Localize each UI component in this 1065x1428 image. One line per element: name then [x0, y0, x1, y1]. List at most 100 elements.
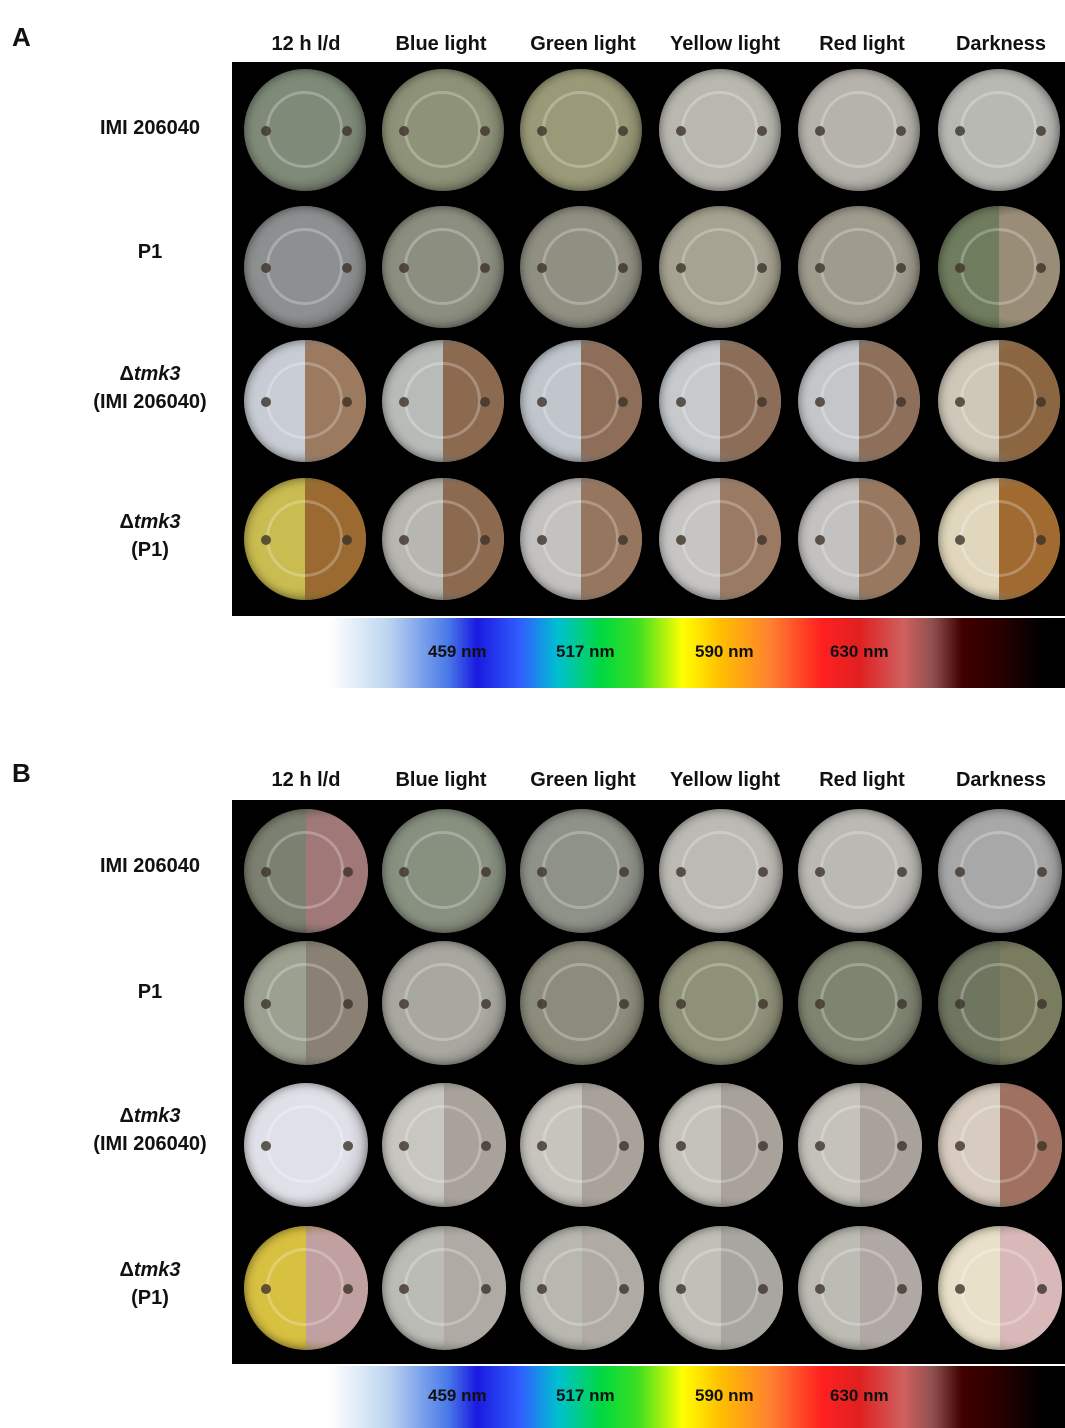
- wavelength-label: 630 nm: [830, 1386, 889, 1405]
- growth-ring: [819, 227, 897, 305]
- row-label: IMI 206040: [70, 114, 230, 142]
- inoculation-plug: [756, 535, 767, 546]
- petri-plate: [659, 478, 781, 600]
- inoculation-plug: [399, 397, 410, 408]
- inoculation-plug: [399, 867, 410, 878]
- inoculation-plug: [758, 867, 769, 878]
- growth-ring: [403, 499, 481, 577]
- growth-ring: [542, 831, 621, 910]
- inoculation-plug: [261, 535, 272, 546]
- inoculation-plug: [399, 1284, 410, 1295]
- inoculation-plug: [815, 1141, 826, 1152]
- inoculation-plug: [676, 1284, 687, 1295]
- petri-plate: [244, 809, 368, 933]
- inoculation-plug: [341, 535, 352, 546]
- row-label: Δtmk3 (IMI 206040): [70, 1102, 230, 1158]
- row-label: IMI 206040: [70, 852, 230, 880]
- inoculation-plug: [261, 126, 272, 137]
- growth-ring: [542, 1105, 621, 1184]
- petri-plate: [938, 340, 1060, 462]
- inoculation-plug: [897, 999, 908, 1010]
- light-spectrum-bar: 459 nm 517 nm 590 nm 630 nm: [330, 618, 1065, 688]
- petri-plate: [798, 1083, 922, 1207]
- inoculation-plug: [479, 535, 490, 546]
- growth-ring: [680, 90, 758, 168]
- inoculation-plug: [1037, 867, 1048, 878]
- inoculation-plug: [619, 1141, 630, 1152]
- inoculation-plug: [261, 867, 272, 878]
- row-label: Δtmk3 (P1): [70, 508, 230, 564]
- inoculation-plug: [1035, 397, 1046, 408]
- inoculation-plug: [481, 999, 492, 1010]
- inoculation-plug: [399, 535, 410, 546]
- inoculation-plug: [619, 867, 630, 878]
- row-label-gene: tmk3: [133, 1105, 181, 1127]
- growth-ring: [960, 1248, 1039, 1327]
- petri-plate: [798, 1226, 922, 1350]
- petri-plate: [520, 1226, 644, 1350]
- growth-ring: [959, 90, 1037, 168]
- inoculation-plug: [343, 1141, 354, 1152]
- petri-plate: [798, 340, 920, 462]
- growth-ring: [819, 90, 897, 168]
- petri-plate: [798, 69, 920, 191]
- growth-ring: [404, 1105, 483, 1184]
- growth-ring: [681, 1105, 760, 1184]
- petri-plate: [798, 941, 922, 1065]
- petri-plate: [244, 478, 366, 600]
- panel-letter: B: [12, 758, 31, 788]
- wavelength-label: 459 nm: [428, 1386, 487, 1405]
- petri-plate: [798, 809, 922, 933]
- inoculation-plug: [343, 999, 354, 1010]
- row-label-prefix: Δ: [119, 1105, 134, 1127]
- row-label-prefix: Δ: [119, 363, 134, 385]
- petri-plate: [244, 1083, 368, 1207]
- growth-ring: [404, 1248, 483, 1327]
- petri-plate: [382, 941, 506, 1065]
- growth-ring: [403, 361, 481, 439]
- row-label-strain: (IMI 206040): [93, 1133, 207, 1155]
- growth-ring: [266, 1248, 345, 1327]
- inoculation-plug: [955, 263, 966, 274]
- column-headers: 12 h l/d Blue light Green light Yellow l…: [0, 26, 1065, 62]
- petri-plate: [938, 809, 1062, 933]
- petri-plate: [938, 1083, 1062, 1207]
- inoculation-plug: [1037, 1284, 1048, 1295]
- inoculation-plug: [537, 263, 548, 274]
- row-label: P1: [70, 978, 230, 1006]
- petri-plate: [520, 206, 642, 328]
- growth-ring: [404, 963, 483, 1042]
- inoculation-plug: [481, 867, 492, 878]
- growth-ring: [541, 90, 619, 168]
- petri-plate: [382, 1083, 506, 1207]
- inoculation-plug: [955, 999, 966, 1010]
- petri-plate-grid: [232, 62, 1065, 616]
- inoculation-plug: [897, 867, 908, 878]
- column-header: Yellow light: [669, 769, 780, 791]
- inoculation-plug: [479, 126, 490, 137]
- growth-ring: [541, 499, 619, 577]
- petri-plate: [798, 206, 920, 328]
- row-label: P1: [70, 238, 230, 266]
- column-header: Blue light: [395, 33, 487, 55]
- inoculation-plug: [676, 867, 687, 878]
- petri-plate: [659, 941, 783, 1065]
- inoculation-plug: [676, 1141, 687, 1152]
- inoculation-plug: [341, 126, 352, 137]
- growth-ring: [680, 361, 758, 439]
- inoculation-plug: [261, 263, 272, 274]
- growth-ring: [266, 831, 345, 910]
- inoculation-plug: [481, 1141, 492, 1152]
- column-header: 12 h l/d: [271, 769, 341, 791]
- growth-ring: [403, 90, 481, 168]
- growth-ring: [681, 831, 760, 910]
- column-header: Red light: [819, 769, 905, 791]
- petri-plate: [520, 478, 642, 600]
- growth-ring: [541, 361, 619, 439]
- inoculation-plug: [758, 999, 769, 1010]
- growth-ring: [819, 499, 897, 577]
- inoculation-plug: [617, 397, 628, 408]
- inoculation-plug: [897, 1284, 908, 1295]
- wavelength-label: 517 nm: [556, 642, 615, 661]
- growth-ring: [820, 1105, 899, 1184]
